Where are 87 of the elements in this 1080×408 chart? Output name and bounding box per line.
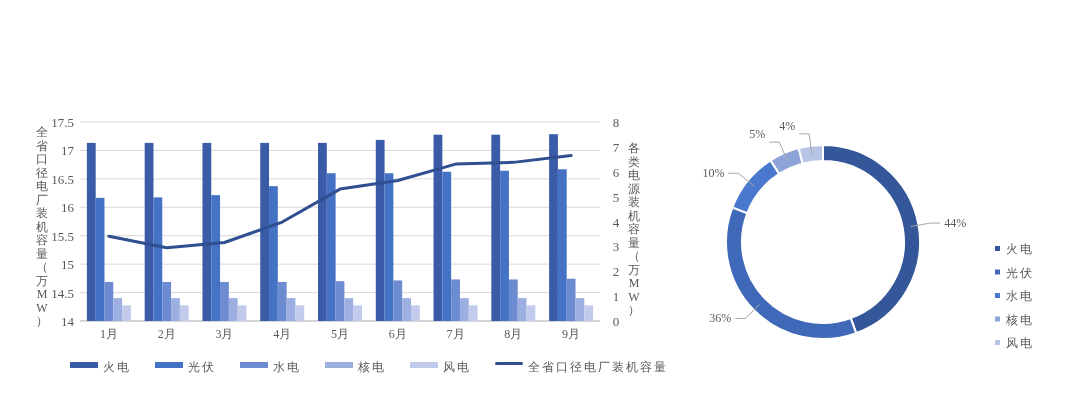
bar [526,305,536,321]
bar [228,298,238,321]
bar [318,142,327,321]
bar [549,134,558,321]
x-tick-label: 9月 [562,327,581,341]
bar [410,305,420,321]
legend-label: 核电 [357,360,386,374]
data-label: 36% [709,311,732,326]
y2-tick-label: 0 [612,314,620,329]
y2-tick-label: 8 [612,115,620,130]
legend-label: 水电 [1006,289,1034,303]
bar [335,281,345,321]
bar [269,186,278,321]
bar [104,281,114,321]
bar [153,197,163,321]
bar [179,305,189,321]
bar [575,298,585,321]
y-tick-label: 15.5 [51,228,74,244]
bar [260,142,270,321]
x-tick-label: 7月 [446,327,465,341]
data-label: 5% [749,127,766,142]
bar [113,298,123,321]
bar [202,142,212,321]
y-tick-label: 16 [61,200,75,216]
data-label: 44% [944,216,967,231]
bar [500,170,509,321]
y-tick-label: 17 [61,143,75,159]
bar [286,298,296,321]
data-label: 10% [702,166,725,181]
y-tick-label: 15 [61,257,74,273]
bar [353,305,362,321]
text: 全省口径电厂装机容量（万MW） [36,125,48,328]
y2-tick-label: 4 [612,214,620,230]
x-tick-label: 5月 [331,327,349,341]
x-tick-label: 1月 [99,327,118,341]
bar [442,171,452,321]
bar [277,281,287,321]
bar [508,279,518,321]
bar [557,169,567,321]
bar [566,278,576,321]
bar [295,305,305,321]
bar [451,279,460,321]
bar [393,280,403,321]
bar [468,305,478,321]
legend-label: 火电 [103,360,131,374]
x-tick-label: 4月 [273,327,292,341]
y-tick-label: 17.5 [51,115,74,130]
x-tick-label: 3月 [215,327,234,341]
y2-tick-label: 7 [612,139,620,155]
bar [375,139,385,321]
bar [326,173,336,321]
bar [122,305,131,321]
legend-label: 全省口径电厂装机容量 [528,360,668,374]
x-tick-label: 8月 [504,327,523,341]
bar [402,298,411,321]
legend-label: 火电 [1006,242,1034,256]
bar [171,298,180,321]
y2-tick-label: 3 [612,239,620,255]
y-tick-label: 16.5 [51,171,74,187]
bar [95,197,105,321]
bar [86,142,96,321]
line-series [107,154,573,250]
text: 各类电源装机容量（万MW） [628,141,640,317]
legend-label: 水电 [273,360,301,374]
y2-tick-label: 2 [612,264,620,280]
bar [237,305,247,321]
bar [517,298,527,321]
legend-label: 风电 [1006,336,1034,350]
data-label: 4% [779,118,796,133]
y2-tick-label: 5 [612,189,620,205]
legend-label: 光伏 [188,360,216,374]
x-tick-label: 6月 [388,327,407,341]
legend-label: 风电 [443,360,471,374]
legend-label: 核电 [1005,312,1034,327]
bar [220,281,229,321]
y-tick-label: 14 [61,314,75,329]
bar [344,298,354,321]
y2-tick-label: 6 [612,164,620,180]
y2-tick-label: 1 [612,289,620,305]
y-tick-label: 14.5 [51,285,74,301]
legend-label: 光伏 [1006,265,1034,280]
bar [211,195,221,321]
x-tick-label: 2月 [157,327,176,341]
bar [162,281,172,321]
bar [491,134,501,321]
bar [459,298,469,321]
bar [584,305,594,321]
